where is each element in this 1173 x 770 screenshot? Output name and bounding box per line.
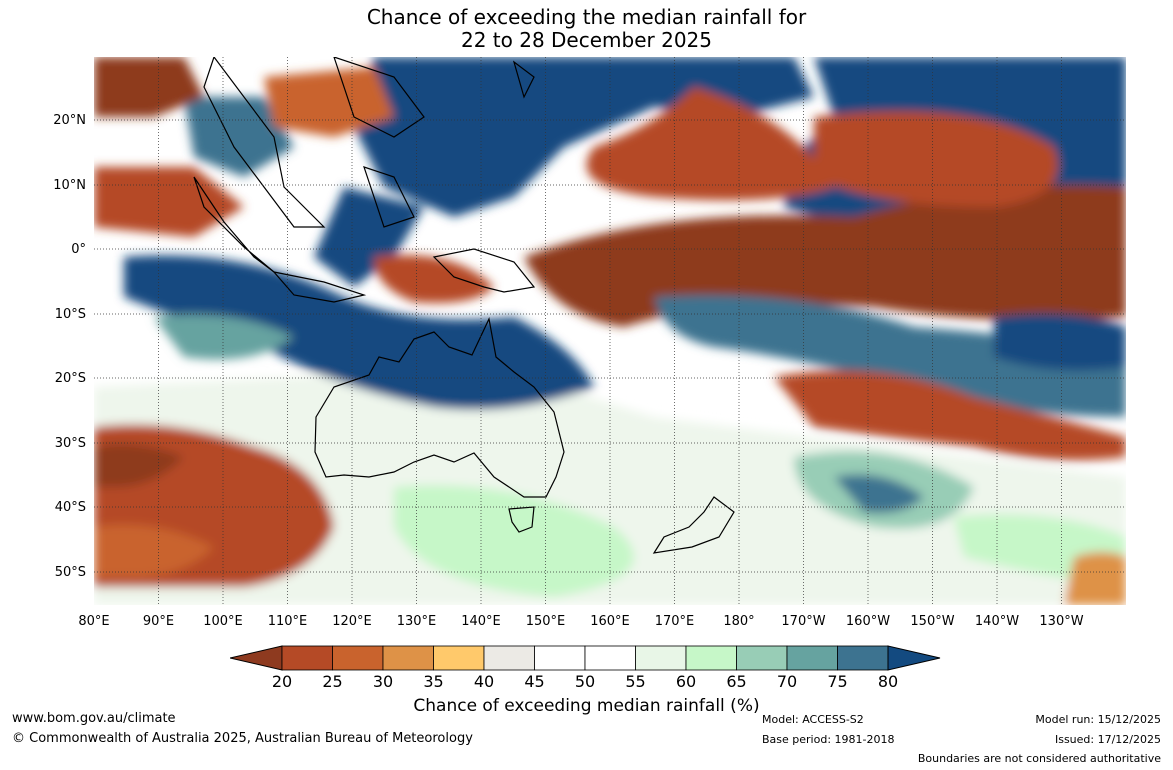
colorbar-segment bbox=[534, 645, 586, 671]
longitude-label: 90°E bbox=[142, 614, 175, 629]
colorbar-tick-label: 60 bbox=[675, 672, 697, 691]
disclaimer-text: Boundaries are not considered authoritat… bbox=[917, 752, 1161, 765]
longitude-label: 130°E bbox=[396, 614, 437, 629]
colorbar-segment bbox=[433, 645, 485, 671]
latitude-label: 40°S bbox=[54, 500, 86, 516]
colorbar-tick-label: 55 bbox=[625, 672, 646, 691]
colorbar-tick-label: 25 bbox=[322, 672, 343, 691]
map-title-line1: Chance of exceeding the median rainfall … bbox=[366, 5, 807, 29]
colorbar-tick-label: 50 bbox=[574, 672, 596, 691]
colorbar-segment bbox=[635, 645, 687, 671]
latitude-label: 50°S bbox=[54, 564, 86, 580]
colorbar-tick-label: 20 bbox=[271, 672, 293, 691]
longitude-label: 140°W bbox=[974, 614, 1020, 629]
colorbar-tick-label: 75 bbox=[827, 672, 848, 691]
longitude-label: 170°W bbox=[781, 614, 826, 629]
colorbar-segment bbox=[786, 645, 838, 671]
colorbar-segment bbox=[382, 645, 434, 671]
longitude-label: 100°E bbox=[203, 614, 243, 629]
base-period-text: Base period: 1981-2018 bbox=[762, 733, 895, 746]
latitude-label: 10°S bbox=[54, 306, 86, 322]
colorbar-segment bbox=[332, 645, 384, 671]
map-title-line2: 22 to 28 December 2025 bbox=[460, 28, 712, 52]
colorbar-segment bbox=[685, 645, 737, 671]
graticule bbox=[94, 57, 1126, 605]
colorbar-tick-label: 80 bbox=[877, 672, 899, 691]
longitude-label: 80°E bbox=[78, 614, 110, 629]
issued-text: Issued: 17/12/2025 bbox=[1054, 733, 1161, 746]
longitude-label: 180° bbox=[723, 614, 755, 629]
rainfall-field bbox=[94, 57, 1126, 605]
colorbar-tick-label: 30 bbox=[372, 672, 394, 691]
colorbar-tick-label: 65 bbox=[726, 672, 747, 691]
longitude-label: 110°E bbox=[267, 614, 308, 629]
colorbar-label: Chance of exceeding median rainfall (%) bbox=[413, 696, 760, 716]
colorbar-tick-label: 70 bbox=[776, 672, 798, 691]
latitude-label: 0° bbox=[71, 242, 86, 258]
colorbar-segment bbox=[584, 645, 636, 671]
colorbar bbox=[230, 645, 941, 671]
longitude-label: 150°W bbox=[910, 614, 955, 629]
website-text: www.bom.gov.au/climate bbox=[12, 711, 176, 726]
longitude-label: 170°E bbox=[654, 614, 695, 629]
colorbar-tick-label: 40 bbox=[473, 672, 495, 691]
latitude-label: 10°N bbox=[53, 177, 86, 193]
copyright-text: © Commonwealth of Australia 2025, Austra… bbox=[12, 731, 473, 746]
longitude-label: 140°E bbox=[461, 614, 501, 629]
colorbar-segment bbox=[837, 645, 889, 671]
model-run-text: Model run: 15/12/2025 bbox=[1035, 713, 1161, 726]
longitude-label: 120°E bbox=[332, 614, 372, 629]
colorbar-segment bbox=[736, 645, 788, 671]
longitude-label: 160°E bbox=[590, 614, 630, 629]
colorbar-tick-label: 45 bbox=[524, 672, 545, 691]
model-text: Model: ACCESS-S2 bbox=[762, 713, 864, 726]
latitude-label: 20°N bbox=[53, 113, 86, 129]
rainfall-probability-map bbox=[94, 57, 1126, 605]
longitude-label: 160°W bbox=[845, 614, 891, 629]
colorbar-tick-label: 35 bbox=[423, 672, 444, 691]
colorbar-low-extension bbox=[230, 645, 283, 671]
colorbar-high-extension bbox=[887, 645, 941, 671]
longitude-label: 150°E bbox=[525, 614, 566, 629]
longitude-label: 130°W bbox=[1039, 614, 1084, 629]
colorbar-segment bbox=[483, 645, 535, 671]
latitude-label: 20°S bbox=[54, 371, 86, 387]
colorbar-segment bbox=[281, 645, 333, 671]
latitude-label: 30°S bbox=[54, 435, 86, 451]
